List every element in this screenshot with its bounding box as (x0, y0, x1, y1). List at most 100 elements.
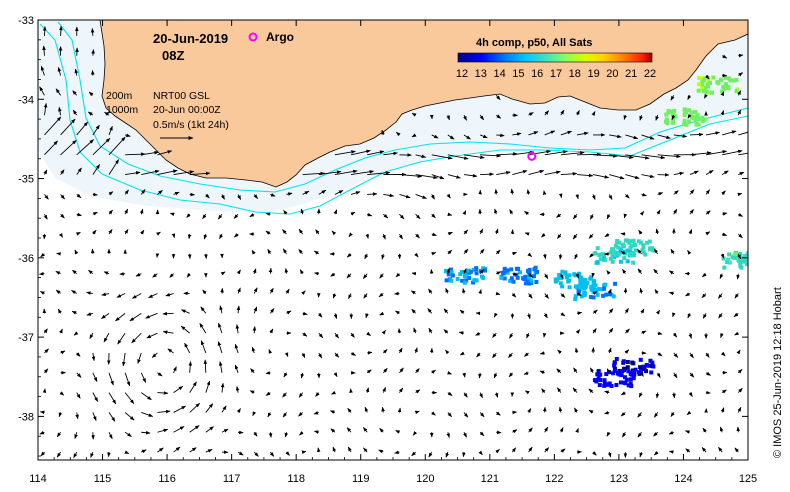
current-arrow (431, 154, 453, 160)
current-arrow (668, 430, 674, 435)
current-arrow (334, 169, 358, 176)
sst-pixel (514, 266, 519, 271)
current-arrow (205, 380, 211, 393)
legend-200m: 200m (106, 90, 133, 102)
current-arrow (313, 250, 320, 255)
sst-pixel (689, 115, 694, 120)
current-arrow (673, 372, 678, 379)
current-arrow (573, 213, 578, 220)
current-arrow (463, 268, 467, 274)
current-arrow (298, 249, 303, 255)
current-arrow (108, 229, 113, 235)
current-arrow (157, 190, 163, 195)
sst-pixel (563, 271, 568, 276)
current-arrow (705, 150, 728, 156)
current-arrow (236, 408, 241, 413)
current-arrow (75, 232, 81, 236)
current-arrow (157, 372, 163, 377)
current-arrow (125, 152, 146, 157)
current-arrow (463, 412, 469, 418)
colorbar-tick-label: 15 (512, 68, 524, 80)
sst-pixel (610, 259, 615, 264)
current-arrow (265, 230, 271, 235)
current-arrow (737, 90, 742, 96)
sst-pixel (614, 251, 619, 256)
current-arrow (141, 430, 151, 435)
current-arrow (220, 271, 226, 276)
current-arrow (431, 134, 439, 139)
current-arrow (366, 331, 371, 337)
current-arrow (496, 114, 502, 119)
current-arrow (383, 213, 389, 219)
current-arrow (173, 446, 181, 453)
current-arrow (738, 131, 748, 136)
current-arrow (189, 447, 197, 453)
current-arrow (315, 229, 320, 235)
current-arrow (346, 427, 352, 433)
sst-pixel (446, 272, 451, 277)
current-arrow (381, 329, 386, 335)
current-arrow (92, 372, 98, 382)
current-arrow (318, 332, 324, 339)
current-arrow (589, 367, 594, 374)
current-arrow (557, 387, 562, 393)
current-arrow (539, 370, 545, 375)
current-arrow (734, 447, 739, 453)
colorbar-tick-label: 13 (475, 68, 487, 80)
current-arrow (250, 368, 255, 374)
current-arrow (350, 351, 357, 356)
current-arrow (431, 369, 436, 374)
current-arrow (218, 361, 223, 373)
current-arrow (620, 391, 626, 396)
current-arrow (383, 151, 398, 156)
current-arrow (58, 412, 63, 418)
current-arrow (350, 191, 361, 195)
current-arrow (411, 451, 416, 457)
current-arrow (701, 293, 707, 299)
current-arrow (544, 170, 561, 176)
current-arrow (637, 268, 642, 274)
current-arrow (443, 329, 449, 334)
sst-pixel (708, 80, 713, 85)
current-arrow (124, 229, 129, 235)
sst-pixel (753, 253, 757, 257)
current-arrow (625, 134, 639, 140)
current-arrow (217, 341, 223, 354)
current-arrow (141, 169, 160, 176)
sst-pixel (670, 120, 675, 125)
current-arrow (234, 343, 239, 354)
sst-pixel (597, 252, 602, 257)
current-arrow (415, 193, 427, 199)
sst-pixel (703, 85, 708, 90)
current-arrow (576, 311, 583, 315)
current-arrow (39, 410, 45, 415)
colorbar-bar (457, 52, 653, 63)
current-arrow (249, 213, 255, 218)
current-arrow (382, 233, 386, 240)
current-arrow (604, 233, 610, 238)
current-arrow (189, 381, 197, 393)
current-arrow (199, 322, 207, 334)
sst-pixel (616, 252, 621, 257)
sst-pixel (620, 369, 625, 374)
sst-pixel (612, 368, 617, 373)
current-arrow (173, 366, 177, 373)
current-arrow (283, 372, 288, 378)
current-arrow (91, 352, 96, 362)
sst-pixel (754, 252, 758, 256)
current-arrow (268, 349, 273, 354)
current-arrow (737, 387, 743, 393)
sst-pixel (603, 258, 608, 263)
current-arrow (347, 446, 352, 453)
current-arrow (60, 350, 66, 355)
current-arrow (395, 272, 401, 278)
current-arrow (140, 189, 146, 195)
current-arrow (431, 213, 436, 219)
current-arrow (124, 372, 131, 387)
sst-pixel (589, 287, 594, 292)
sst-pixel (643, 252, 648, 257)
current-arrow (270, 308, 275, 314)
sst-pixel (711, 75, 716, 80)
sst-pixel (704, 90, 709, 95)
sst-pixel (611, 371, 616, 376)
